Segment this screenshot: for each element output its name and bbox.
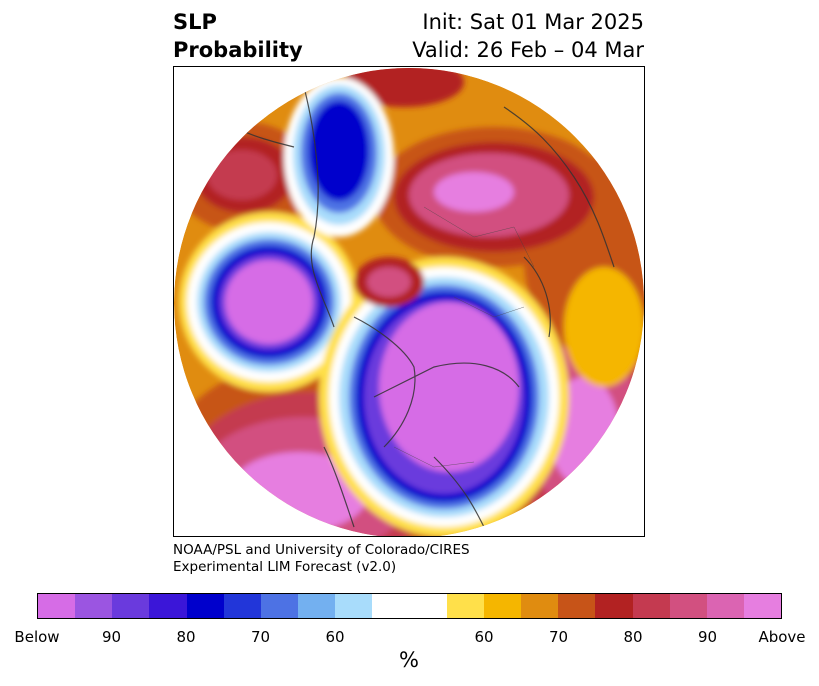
colorbar-segment: [409, 594, 447, 618]
colorbar-segment: [706, 594, 744, 618]
credits-line-1: NOAA/PSL and University of Colorado/CIRE…: [173, 542, 470, 558]
colorbar: [37, 593, 782, 619]
probability-field: [174, 68, 644, 536]
colorbar-segment: [149, 594, 187, 618]
colorbar-segment: [335, 594, 373, 618]
chart-title: SLP Probability: [173, 8, 303, 64]
colorbar-segment: [75, 594, 113, 618]
coastlines: [233, 86, 615, 528]
forecast-dates: Init: Sat 01 Mar 2025 Valid: 26 Feb – 04…: [412, 8, 644, 64]
colorbar-tick-label: 60: [325, 628, 345, 646]
valid-range: Valid: 26 Feb – 04 Mar: [412, 38, 644, 62]
colorbar-segment: [521, 594, 559, 618]
credits-line-2: Experimental LIM Forecast (v2.0): [173, 559, 397, 575]
credits: NOAA/PSL and University of Colorado/CIRE…: [173, 542, 470, 576]
colorbar-tick-label: 80: [623, 628, 643, 646]
colorbar-segment: [446, 594, 484, 618]
title-line-1: SLP: [173, 10, 217, 34]
colorbar-segment: [743, 594, 782, 618]
colorbar-tick-label: 70: [250, 628, 271, 646]
colorbar-tick-label: 60: [474, 628, 494, 646]
title-line-2: Probability: [173, 38, 303, 62]
colorbar-segment: [372, 594, 410, 618]
colorbar-tick-label: 70: [548, 628, 569, 646]
colorbar-segment: [483, 594, 522, 618]
colorbar-segment: [298, 594, 336, 618]
polar-map: [173, 66, 645, 537]
colorbar-segment: [558, 594, 596, 618]
colorbar-tick-label: 90: [697, 628, 718, 646]
colorbar-segment: [112, 594, 150, 618]
colorbar-tick-label: Below: [14, 628, 60, 646]
colorbar-segment: [595, 594, 633, 618]
colorbar-unit-label: %: [399, 648, 419, 672]
colorbar-tick-label: Above: [758, 628, 806, 646]
colorbar-segment: [38, 594, 76, 618]
colorbar-tick-label: 80: [176, 628, 196, 646]
colorbar-segment: [186, 594, 224, 618]
colorbar-segment: [260, 594, 299, 618]
colorbar-segment: [632, 594, 670, 618]
colorbar-segment: [669, 594, 707, 618]
probability-map-svg: [174, 68, 644, 536]
colorbar-segment: [223, 594, 261, 618]
init-date: Init: Sat 01 Mar 2025: [422, 10, 644, 34]
colorbar-tick-label: 90: [101, 628, 122, 646]
